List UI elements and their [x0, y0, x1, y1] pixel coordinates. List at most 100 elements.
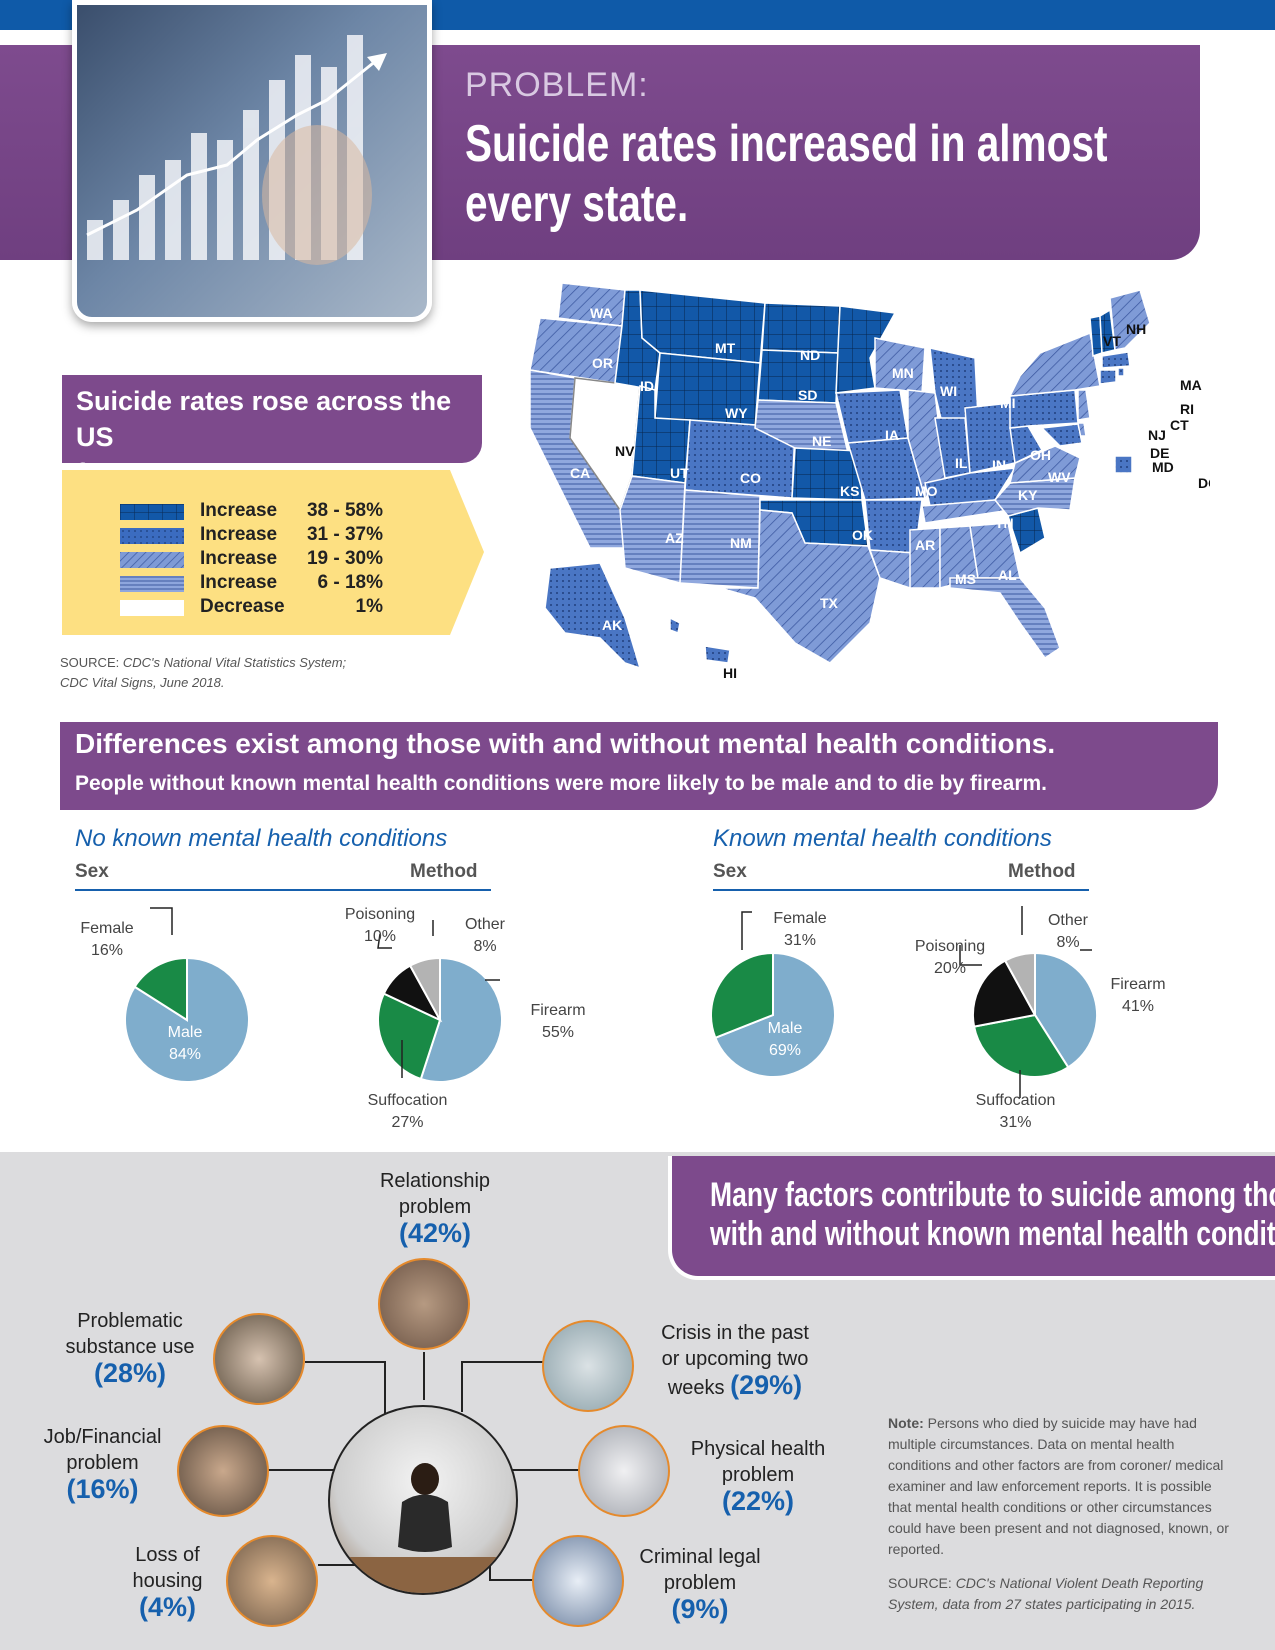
factor-relationship: Relationship problem (42%) [379, 1170, 491, 1248]
state-label-ky: KY [1018, 487, 1038, 503]
state-label-id: ID [640, 378, 654, 394]
pie-leader-line [377, 933, 392, 949]
state-label-dc: DC [1198, 475, 1210, 491]
legend-label: Increase [200, 572, 278, 593]
state-label-la: LA [918, 595, 937, 611]
legend-label: Decrease [200, 596, 285, 617]
state-label-wa: WA [590, 305, 613, 321]
pie-leader-line [741, 911, 752, 950]
differences-subtitle: People without known mental health condi… [75, 772, 1048, 795]
p4-other-label: Other 8% [1047, 912, 1088, 951]
state-fl [949, 577, 1061, 660]
right-pie-heading: Known mental health conditions [713, 825, 1052, 852]
problem-label: PROBLEM: [465, 66, 649, 104]
pie-1-slice-female [133, 956, 188, 1022]
left-sex-label: Sex [75, 861, 109, 882]
us-map: WA OR CA NV ID MT WY UT CO AZ NM ND SD NE KS OK TX MN IA MO… [530, 282, 1210, 681]
right-rule [713, 889, 1089, 891]
rates-rose-line-1: Suicide rates rose across the US [76, 386, 452, 452]
state-ct [1099, 369, 1117, 385]
criminal-photo [532, 1535, 624, 1627]
substance-photo [213, 1313, 305, 1405]
pie-charts [124, 906, 1098, 1098]
legend-range: 31 - 37% [306, 524, 383, 545]
p1-female-label: Female 16% [80, 920, 134, 959]
state-label-me: ME [1172, 329, 1193, 345]
state-label-de: DE [1150, 445, 1169, 461]
p3-female-label: Female 31% [773, 910, 827, 949]
pie-2-slice-other [408, 956, 441, 1021]
state-label-sc: SC [1070, 537, 1089, 553]
legend-label: Increase [200, 524, 278, 545]
factors-band [668, 1156, 1275, 1280]
state-label-ne: NE [812, 433, 831, 449]
state-label-ny: NY [1110, 387, 1130, 403]
legend-range: 1% [355, 596, 383, 617]
state-label-hi: HI [723, 665, 737, 681]
state-label-ks: KS [840, 483, 859, 499]
factor-crisis: Crisis in the past or upcoming two weeks … [661, 1322, 809, 1400]
state-label-or: OR [592, 355, 613, 371]
state-label-tn: TN [995, 515, 1014, 531]
legend-swatch [120, 552, 184, 568]
p4-firearm-label: Firearm 41% [1110, 976, 1166, 1015]
state-label-il: IL [955, 455, 968, 471]
state-label-tx: TX [820, 595, 839, 611]
state-ky [924, 467, 1017, 507]
factors-title-line-1: Many factors contribute to suicide among… [710, 1176, 1275, 1214]
p2-poisoning-label: Poisoning 10% [344, 906, 416, 945]
physical-photo [578, 1425, 670, 1517]
left-pie-heading: No known mental health conditions [75, 825, 448, 852]
state-label-az: AZ [665, 530, 684, 546]
source-note-2: SOURCE: CDC's National Violent Death Rep… [888, 1575, 1204, 1612]
p4-suffocation-label: Suffocation 31% [975, 1092, 1056, 1131]
state-label-ar: AR [915, 537, 935, 553]
pie-2-slice-firearm [419, 956, 504, 1083]
factor-housing: Loss of housing (4%) [132, 1544, 203, 1622]
center-person-photo [328, 1405, 518, 1595]
state-label-ok: OK [852, 527, 873, 543]
legend-range: 19 - 30% [306, 548, 383, 569]
hero-photo-bar-graph [72, 0, 432, 322]
state-label-wv: WV [1048, 469, 1071, 485]
state-label-ms: MS [955, 571, 976, 587]
state-mn [835, 305, 897, 394]
state-label-nj: NJ [1148, 427, 1166, 443]
p4-poisoning-label: Poisoning 20% [914, 938, 986, 977]
state-label-va: VA [1090, 477, 1108, 493]
state-ny [1008, 331, 1101, 397]
state-ak [544, 562, 642, 670]
state-label-nh: NH [1126, 321, 1146, 337]
p2-suffocation-label: Suffocation 27% [367, 1092, 448, 1131]
state-label-pa: PA [1090, 421, 1108, 437]
pie-4-slice-other [1003, 951, 1036, 1016]
state-az [619, 475, 686, 584]
state-label-wi: WI [940, 383, 957, 399]
source-note-1: SOURCE: CDC's National Vital Statistics … [60, 653, 346, 693]
pie-4-slice-poisoning [972, 959, 1037, 1028]
state-label-mt: MT [715, 340, 736, 356]
rates-rose-box: Suicide rates rose across the US from 19… [62, 375, 482, 488]
pie-leader-line [150, 907, 173, 935]
state-label-fl: FL [1078, 623, 1096, 639]
source-line-1: CDC's National Vital Statistics System; [122, 655, 347, 670]
state-hi-2 [704, 645, 731, 664]
state-label-mn: MN [892, 365, 914, 381]
legend-label: Increase [200, 500, 278, 521]
legend-range: 38 - 58% [306, 500, 383, 521]
state-label-nm: NM [730, 535, 752, 551]
state-md [1040, 423, 1083, 447]
state-ma [1101, 351, 1131, 369]
state-label-nc: NC [1090, 503, 1110, 519]
state-label-ut: UT [670, 465, 689, 481]
legend-swatch [120, 528, 184, 544]
state-nj [1077, 389, 1091, 421]
state-label-wy: WY [725, 405, 748, 421]
state-ri [1117, 367, 1125, 377]
state-label-al: AL [998, 567, 1017, 583]
factor-criminal: Criminal legal problem (9%) [639, 1546, 761, 1624]
right-sex-label: Sex [713, 861, 747, 882]
p1-male-label: Male 84% [167, 1024, 203, 1063]
p3-male-label: Male 69% [767, 1020, 803, 1059]
